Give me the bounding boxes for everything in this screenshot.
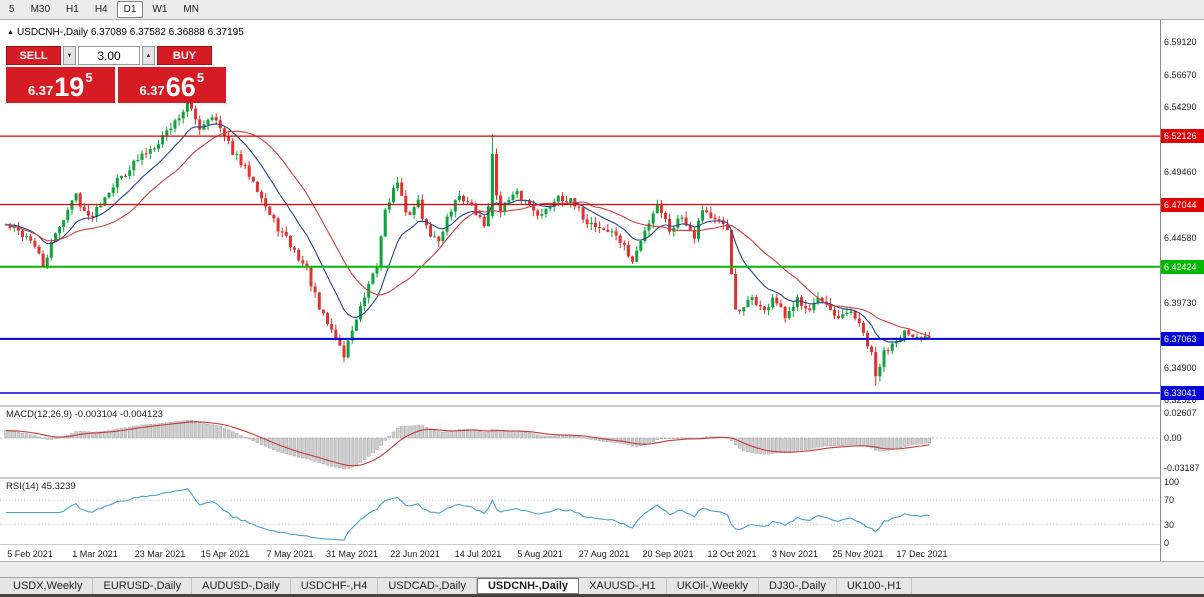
ask-prefix: 6.37: [139, 83, 165, 98]
price-axis: 6.59120 6.56670 6.54290 6.49460 6.44580 6.397…: [1160, 20, 1204, 561]
timeframe-button-m30[interactable]: M30: [24, 1, 57, 18]
price-tick: 6.49460: [1164, 167, 1197, 177]
price-tick: 6.32520: [1164, 394, 1197, 405]
volume-down-button[interactable]: ▼: [63, 46, 76, 65]
chart-tab-usdcnh-daily[interactable]: USDCNH-,Daily: [476, 578, 580, 594]
chart-tab-usdchf-h4[interactable]: USDCHF-,H4: [291, 578, 379, 594]
price-tick: 6.54290: [1164, 102, 1197, 112]
rsi-indicator-label: RSI(14) 45.3239: [6, 481, 76, 492]
date-label: 31 May 2021: [325, 549, 379, 559]
price-level-tag[interactable]: 6.47044: [1161, 197, 1204, 212]
chart-tab-xauusd-h1[interactable]: XAUUSD-,H1: [579, 578, 667, 594]
timeframe-button-h1[interactable]: H1: [59, 1, 86, 18]
ma-lines-layer: [5, 123, 930, 343]
collapse-marker-icon: ▲: [7, 29, 14, 36]
chart-tab-eurusd-daily[interactable]: EURUSD-,Daily: [93, 578, 193, 594]
candles-layer: [4, 99, 931, 386]
price-tick: 6.56670: [1164, 69, 1197, 80]
price-tick: 6.39730: [1164, 297, 1197, 308]
date-label: 7 May 2021: [266, 549, 314, 559]
date-label: 27 Aug 2021: [578, 549, 630, 559]
timeframe-button-w1[interactable]: W1: [145, 1, 174, 18]
price-tick: 6.34900: [1164, 362, 1197, 373]
chart-canvas[interactable]: [0, 20, 1160, 578]
macd-axis-label: 0.00: [1164, 433, 1182, 443]
date-label: 5 Feb 2021: [7, 549, 53, 559]
price-level-tag[interactable]: 6.33041: [1161, 385, 1204, 400]
bid-big-digits: 19: [54, 72, 85, 103]
date-label: 12 Oct 2021: [707, 549, 757, 559]
date-label: 25 Nov 2021: [832, 549, 884, 559]
rsi-layer: [0, 488, 1160, 541]
chart-tab-dj30-daily[interactable]: DJ30-,Daily: [759, 578, 837, 594]
date-label: 23 Mar 2021: [134, 549, 186, 559]
price-level-tag[interactable]: 6.52126: [1161, 129, 1204, 144]
one-click-trading-panel: SELL ▼ ▲ BUY 6.37 19 5 6.37 66 5: [6, 46, 226, 103]
macd-indicator-label: MACD(12,26,9) -0.003104 -0.004123: [6, 409, 163, 420]
date-label: 14 Jul 2021: [454, 549, 502, 559]
date-label: 1 Mar 2021: [72, 549, 118, 559]
sell-button[interactable]: SELL: [6, 46, 61, 65]
price-tick: 6.44580: [1164, 232, 1197, 243]
indicator-line: [5, 130, 930, 337]
rsi-axis-label: 100: [1164, 477, 1180, 487]
ask-big-digits: 66: [165, 72, 196, 103]
rsi-axis-label: 30: [1164, 519, 1175, 530]
rsi-axis-label: 0: [1164, 538, 1170, 548]
chart-tab-audusd-daily[interactable]: AUDUSD-,Daily: [192, 578, 291, 594]
chart-tab-usdx-weekly[interactable]: USDX,Weekly: [3, 578, 94, 594]
indicator-line: [6, 488, 930, 541]
macd-axis-label: -0.03187: [1164, 463, 1200, 474]
price-level-tag[interactable]: 6.42424: [1161, 259, 1204, 274]
timeframe-button-h4[interactable]: H4: [88, 1, 115, 18]
date-label: 20 Sep 2021: [642, 549, 694, 559]
volume-input[interactable]: [78, 46, 140, 65]
date-label: 3 Nov 2021: [771, 549, 819, 559]
window-bottom-edge: [0, 594, 1204, 597]
bid-prefix: 6.37: [27, 83, 54, 98]
date-axis: 5 Feb 2021 1 Mar 2021 23 Mar 2021 15 Apr 20…: [0, 545, 1160, 561]
bid-price-display[interactable]: 6.37 19 5: [6, 67, 115, 103]
date-label: 5 Aug 2021: [517, 549, 563, 559]
buy-button[interactable]: BUY: [157, 46, 212, 65]
timeframe-button-d1[interactable]: D1: [116, 1, 144, 18]
chart-title-text: USDCNH-,Daily 6.37089 6.37582 6.36888 6.…: [16, 27, 244, 38]
bid-sup-digit: 5: [85, 70, 93, 85]
chart-tab-usdcad-daily[interactable]: USDCAD-,Daily: [378, 578, 477, 594]
chart-tab-uk100-h1[interactable]: UK100-,H1: [837, 578, 913, 594]
timeframe-button-5[interactable]: 5: [2, 1, 22, 18]
ask-price-display[interactable]: 6.37 66 5: [117, 67, 226, 103]
macd-layer: [0, 420, 1160, 470]
chart-tab-bar: USDX,Weekly EURUSD-,Daily AUDUSD-,Daily USD…: [0, 577, 1204, 594]
horizontal-scrollbar[interactable]: [0, 561, 1204, 577]
rsi-axis-label: 70: [1164, 495, 1175, 506]
date-label: 22 Jun 2021: [390, 549, 440, 559]
one-click-controls-row: SELL ▼ ▲ BUY: [6, 46, 226, 65]
date-label: 17 Dec 2021: [896, 549, 948, 559]
price-tick: 6.59120: [1164, 37, 1197, 47]
timeframe-toolbar: 5 M30 H1 H4 D1 W1 MN: [0, 0, 1204, 20]
date-label: 15 Apr 2021: [200, 549, 250, 559]
indicator-line: [5, 421, 930, 467]
macd-axis-label: 0.02607: [1164, 408, 1197, 419]
volume-up-button[interactable]: ▲: [142, 46, 155, 65]
chart-tab-ukoil-weekly[interactable]: UKOil-,Weekly: [667, 578, 759, 594]
ask-sup-digit: 5: [196, 70, 205, 85]
level-lines-layer: [0, 135, 1160, 394]
timeframe-button-mn[interactable]: MN: [176, 1, 206, 18]
chart-title: ▲ USDCNH-,Daily 6.37089 6.37582 6.36888 …: [7, 27, 244, 38]
indicator-line: [5, 123, 930, 343]
price-level-tag[interactable]: 6.37063: [1161, 331, 1204, 346]
one-click-prices-row: 6.37 19 5 6.37 66 5: [6, 67, 226, 103]
